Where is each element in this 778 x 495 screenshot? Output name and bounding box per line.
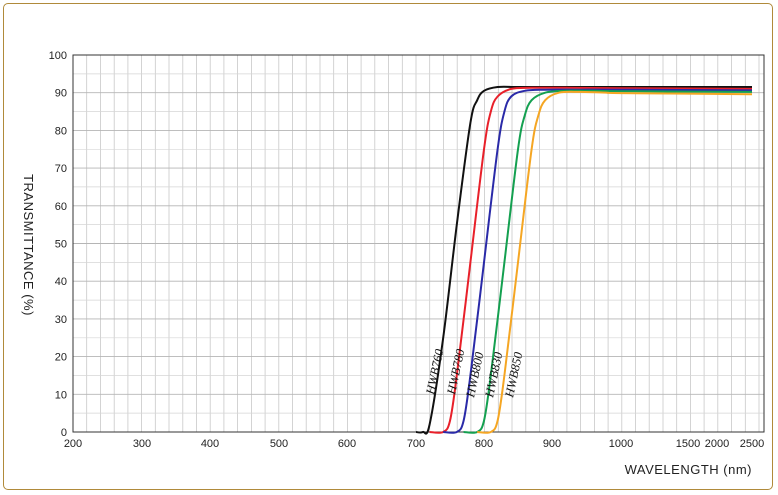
x-tick-label: 800 <box>475 438 493 450</box>
x-tick-label: 300 <box>133 438 151 450</box>
x-tick-label: 2500 <box>740 438 764 450</box>
series-line-hwb800 <box>443 88 753 434</box>
x-tick-label: 2000 <box>705 438 729 450</box>
x-tick-label: 200 <box>64 438 82 450</box>
y-tick-label: 50 <box>55 239 67 251</box>
y-tick-label: 100 <box>49 50 67 62</box>
y-tick-label: 70 <box>55 163 67 175</box>
series-line-hwb830 <box>463 89 753 434</box>
series-curves <box>415 85 753 435</box>
y-tick-label: 80 <box>55 125 67 137</box>
y-tick-labels: 0 10 20 30 40 50 60 70 80 90 100 <box>49 50 67 439</box>
series-line-hwb780 <box>429 86 753 434</box>
x-tick-label: 1000 <box>609 438 633 450</box>
grid-lines <box>72 54 764 433</box>
y-tick-label: 40 <box>55 276 67 288</box>
chart-frame <box>3 3 773 490</box>
x-tick-label: 500 <box>270 438 288 450</box>
y-tick-label: 20 <box>55 352 67 364</box>
y-tick-label: 90 <box>55 88 67 100</box>
x-tick-label: 1500 <box>676 438 700 450</box>
x-tick-label: 400 <box>201 438 219 450</box>
y-tick-label: 30 <box>55 314 67 326</box>
x-tick-label: 900 <box>543 438 561 450</box>
x-axis-title: WAVELENGTH (nm) <box>625 462 752 477</box>
x-tick-label: 700 <box>407 438 425 450</box>
x-tick-labels: 200 300 400 500 600 700 800 900 1000 1500 2000 2500 <box>64 438 764 450</box>
y-tick-label: 60 <box>55 201 67 213</box>
series-line-hwb850 <box>477 90 753 434</box>
y-tick-label: 10 <box>55 389 67 401</box>
y-axis-title: TRANSMITTANCE (%) <box>21 174 36 316</box>
x-tick-label: 600 <box>338 438 356 450</box>
y-tick-label: 0 <box>61 427 67 439</box>
